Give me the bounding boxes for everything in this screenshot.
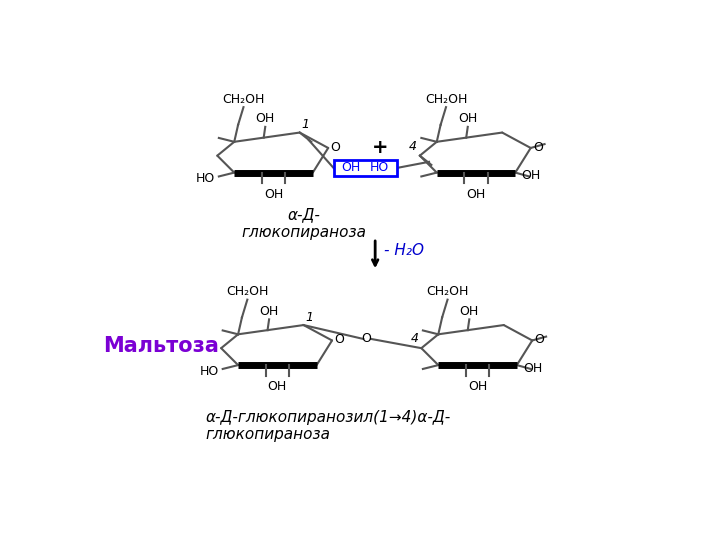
Bar: [333, 160, 397, 176]
Text: CH₂OH: CH₂OH: [425, 93, 467, 106]
Text: HO: HO: [196, 172, 215, 185]
Text: 1: 1: [305, 310, 313, 323]
Text: +: +: [372, 138, 389, 158]
Text: OH: OH: [268, 381, 287, 394]
Text: O: O: [330, 141, 341, 154]
Text: HO: HO: [199, 364, 219, 378]
Text: HO: HO: [370, 161, 389, 174]
Text: 4: 4: [409, 140, 417, 153]
Text: 4: 4: [410, 333, 418, 346]
Text: - H₂O: - H₂O: [384, 243, 424, 258]
Text: OH: OH: [264, 188, 283, 201]
Text: OH: OH: [468, 381, 487, 394]
Text: α-Д-
глюкопираноза: α-Д- глюкопираноза: [241, 207, 366, 240]
Text: O: O: [534, 333, 544, 346]
Text: 1: 1: [301, 118, 310, 131]
Text: Мальтоза: Мальтоза: [104, 336, 219, 356]
Text: OH: OH: [256, 112, 275, 125]
Text: OH: OH: [523, 362, 542, 375]
Text: OH: OH: [467, 188, 486, 201]
Text: OH: OH: [459, 305, 479, 318]
Text: OH: OH: [458, 112, 477, 125]
Text: OH: OH: [259, 305, 279, 318]
Text: O: O: [361, 333, 372, 346]
Text: CH₂OH: CH₂OH: [222, 93, 265, 106]
Text: O: O: [533, 141, 543, 154]
Text: CH₂OH: CH₂OH: [426, 285, 469, 298]
Text: CH₂OH: CH₂OH: [226, 285, 269, 298]
Text: O: O: [334, 333, 344, 346]
Text: OH: OH: [341, 161, 361, 174]
Text: α-Д-глюкопиранозил(1→4)α-Д-
глюкопираноза: α-Д-глюкопиранозил(1→4)α-Д- глюкопираноз…: [206, 410, 451, 442]
Text: OH: OH: [521, 169, 541, 182]
